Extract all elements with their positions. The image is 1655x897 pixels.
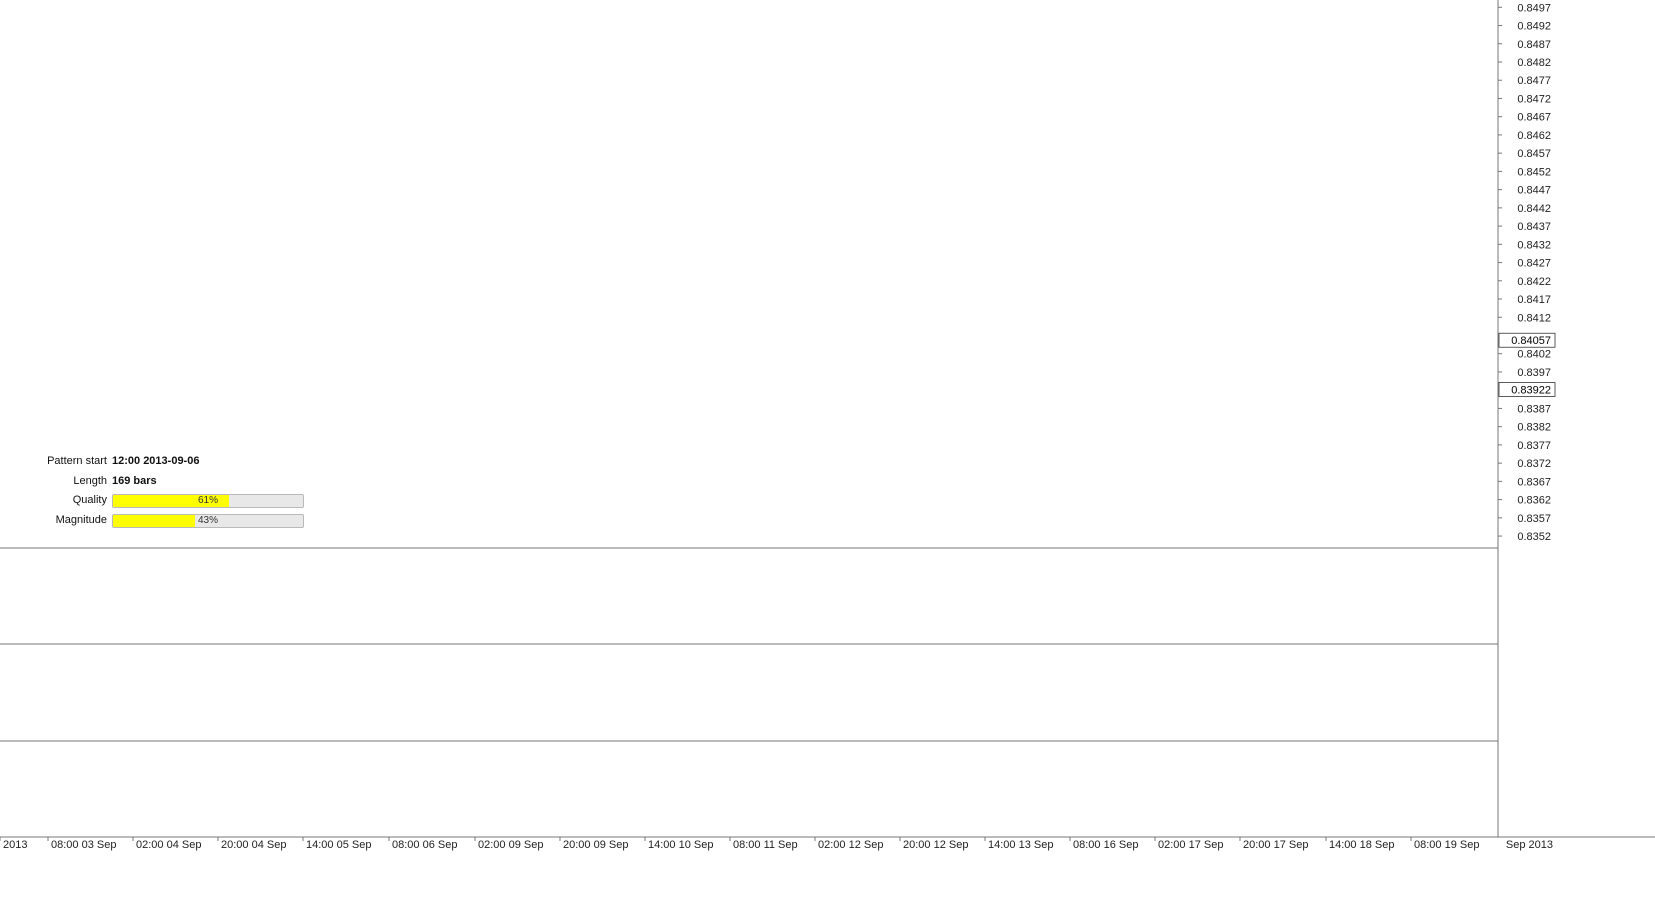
- price-tick-label: 0.8467: [1517, 112, 1551, 124]
- magnitude-value: 43%: [197, 514, 218, 526]
- price-tick-label: 0.8447: [1517, 185, 1551, 197]
- time-tick-label: 08:00 06 Sep: [392, 839, 457, 851]
- time-tick-label: 08:00 03 Sep: [51, 839, 116, 851]
- price-tick-label: 0.8382: [1517, 422, 1551, 434]
- price-tick-label: 0.8412: [1517, 312, 1551, 324]
- pattern-start-label: Pattern start: [47, 455, 107, 467]
- length-value: 169 bars: [112, 474, 157, 487]
- time-tick-label: 08:00 11 Sep: [733, 839, 798, 851]
- price-tick-label: 0.8397: [1517, 367, 1551, 379]
- time-tick-label: 14:00 10 Sep: [648, 839, 713, 851]
- price-tick-label: 0.8372: [1517, 458, 1551, 470]
- time-tick-label: 02:00 04 Sep: [136, 839, 201, 851]
- price-tick-label: 0.8462: [1517, 130, 1551, 142]
- price-tick-label: 0.8387: [1517, 403, 1551, 415]
- moving-average-price-tag-box: [1498, 332, 1556, 348]
- price-tick-label: 0.8477: [1517, 75, 1551, 87]
- price-tick-label: 0.8357: [1517, 513, 1551, 525]
- pattern-start-value: 12:00 2013-09-06: [112, 455, 200, 467]
- price-tick-label: 0.8487: [1517, 39, 1551, 51]
- pattern-info-box: Pattern start 12:00 2013-09-06 Length 16…: [20, 452, 304, 531]
- magnitude-bar-fill: [113, 514, 195, 527]
- moving-average-price-tag: 0.84057: [1511, 335, 1551, 347]
- quality-row: Quality 61%: [20, 491, 304, 511]
- last-price-tag: 0.83922: [1511, 384, 1551, 396]
- time-tick-label: 20:00 17 Sep: [1243, 839, 1308, 851]
- length-row: Length 169 bars: [20, 472, 295, 492]
- time-tick-label: 08:00 16 Sep: [1073, 839, 1138, 851]
- time-tick-label: 14:00 18 Sep: [1329, 839, 1394, 851]
- price-tick-label: 0.8457: [1517, 148, 1551, 160]
- time-tick-label: 08:00 19 Sep: [1414, 839, 1479, 851]
- price-tick-label: 0.8377: [1517, 440, 1551, 452]
- length-label: Length: [73, 474, 107, 487]
- time-tick-label: 2013: [3, 839, 27, 851]
- price-tick-label: 0.8437: [1517, 221, 1551, 233]
- quality-value: 61%: [197, 495, 218, 506]
- magnitude-row: Magnitude 43%: [20, 511, 304, 531]
- price-tick-label: 0.8422: [1517, 276, 1551, 288]
- quality-label: Quality: [72, 494, 107, 506]
- price-tick-label: 0.8367: [1517, 476, 1551, 488]
- price-tick-label: 0.8417: [1517, 294, 1551, 306]
- quality-bar: 61%: [112, 494, 304, 508]
- pattern-start-row: Pattern start 12:00 2013-09-06: [20, 452, 295, 472]
- price-tick-label: 0.8497: [1517, 2, 1551, 14]
- price-tick-label: 0.8452: [1517, 166, 1551, 178]
- time-tick-label: 20:00 04 Sep: [221, 839, 286, 851]
- price-tick-label: 0.8432: [1517, 239, 1551, 251]
- time-tick-label: 20:00 09 Sep: [563, 839, 628, 851]
- price-tick-label: 0.8402: [1517, 349, 1551, 361]
- time-tick-label: Sep 2013: [1506, 839, 1553, 851]
- price-tick-label: 0.8492: [1517, 21, 1551, 33]
- quality-bar-fill: [113, 495, 229, 507]
- time-tick-label: 20:00 12 Sep: [903, 839, 968, 851]
- time-tick-label: 14:00 13 Sep: [988, 839, 1053, 851]
- time-tick-label: 14:00 05 Sep: [306, 839, 371, 851]
- price-tick-label: 0.8472: [1517, 93, 1551, 105]
- price-tick-label: 0.8427: [1517, 258, 1551, 270]
- time-tick-label: 02:00 12 Sep: [818, 839, 883, 851]
- time-tick-label: 02:00 09 Sep: [478, 839, 543, 851]
- price-tick-label: 0.8362: [1517, 495, 1551, 507]
- price-tick-label: 0.8352: [1517, 531, 1551, 543]
- price-tick-label: 0.8442: [1517, 203, 1551, 215]
- last-price-tag-box: [1498, 382, 1556, 397]
- price-tick-label: 0.8482: [1517, 57, 1551, 69]
- time-tick-label: 02:00 17 Sep: [1158, 839, 1223, 851]
- magnitude-label: Magnitude: [55, 513, 107, 526]
- magnitude-bar: 43%: [112, 513, 304, 528]
